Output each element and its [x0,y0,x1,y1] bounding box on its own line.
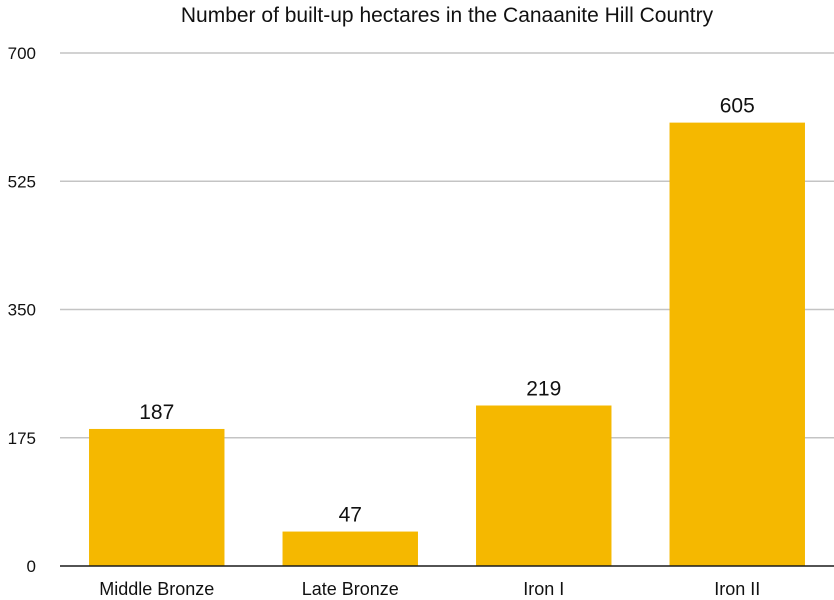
y-tick-label-350: 350 [8,301,36,320]
bar-middle-bronze [89,428,225,566]
chart-title: Number of built-up hectares in the Canaa… [181,4,714,27]
data-label-iron-i: 219 [526,378,561,401]
bars [89,122,805,566]
y-tick-label-0: 0 [27,557,36,576]
data-labels: 187 47 219 605 [139,95,755,527]
x-axis-categories: Middle Bronze Late Bronze Iron I Iron II [99,579,760,599]
x-category-label-late-bronze: Late Bronze [302,579,399,599]
bar-late-bronze [282,531,418,566]
y-tick-label-700: 700 [8,44,36,63]
bar-iron-ii [669,122,805,566]
data-label-middle-bronze: 187 [139,401,174,424]
data-label-late-bronze: 47 [339,504,362,527]
data-label-iron-ii: 605 [720,95,755,118]
bar-iron-i [476,405,612,566]
x-category-label-middle-bronze: Middle Bronze [99,579,214,599]
x-category-label-iron-i: Iron I [523,579,564,599]
y-tick-label-175: 175 [8,429,36,448]
x-category-label-iron-ii: Iron II [714,579,760,599]
y-tick-label-525: 525 [8,172,36,191]
y-axis-ticks: 0 175 350 525 700 [8,44,36,576]
